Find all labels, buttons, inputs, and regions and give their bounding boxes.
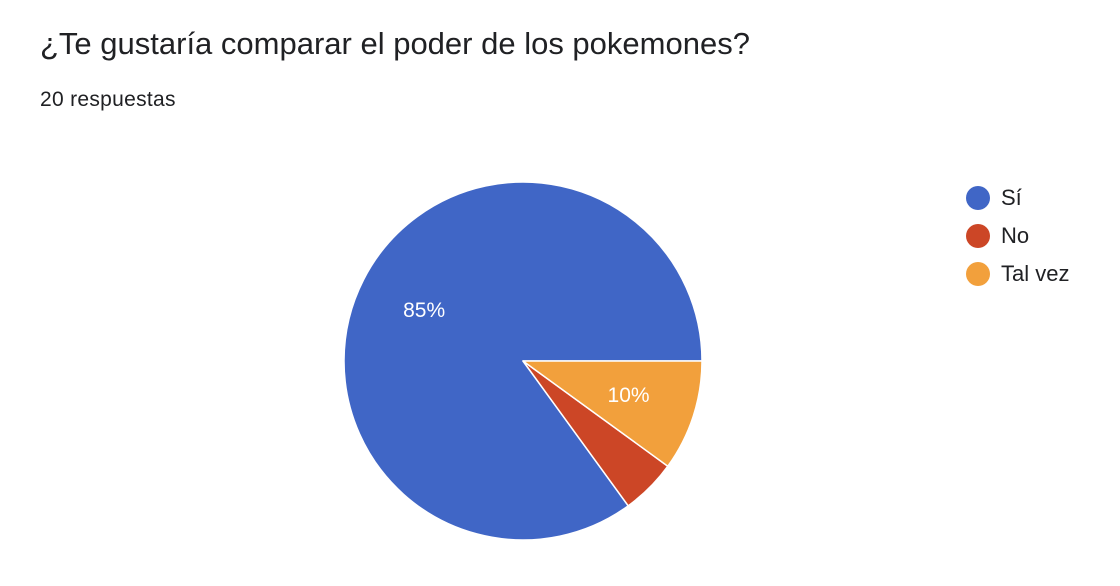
pie-slice-si[interactable]	[343, 181, 703, 541]
legend-item-si[interactable]: Sí	[966, 179, 1069, 217]
legend-label-no: No	[1001, 223, 1030, 248]
pie-slice-tal-vez[interactable]	[522, 360, 703, 467]
pie-slices	[343, 181, 703, 541]
legend-item-no[interactable]: No	[966, 217, 1069, 255]
legend-swatch-tal-vez	[966, 262, 990, 286]
legend-item-tal-vez[interactable]: Tal vez	[966, 255, 1069, 293]
legend-swatch-si	[966, 186, 990, 210]
pie-labels: 85% 10%	[403, 299, 649, 407]
legend-label-si: Sí	[1001, 185, 1022, 210]
chart-legend: Sí No Tal vez	[966, 179, 1069, 293]
pie-label-tal-vez: 10%	[608, 384, 650, 407]
legend-label-tal-vez: Tal vez	[1001, 261, 1070, 286]
pie-label-si: 85%	[403, 299, 445, 322]
legend-swatch-no	[966, 224, 990, 248]
question-title: ¿Te gustaría comparar el poder de los po…	[40, 26, 750, 61]
response-count: 20 respuestas	[40, 88, 176, 111]
